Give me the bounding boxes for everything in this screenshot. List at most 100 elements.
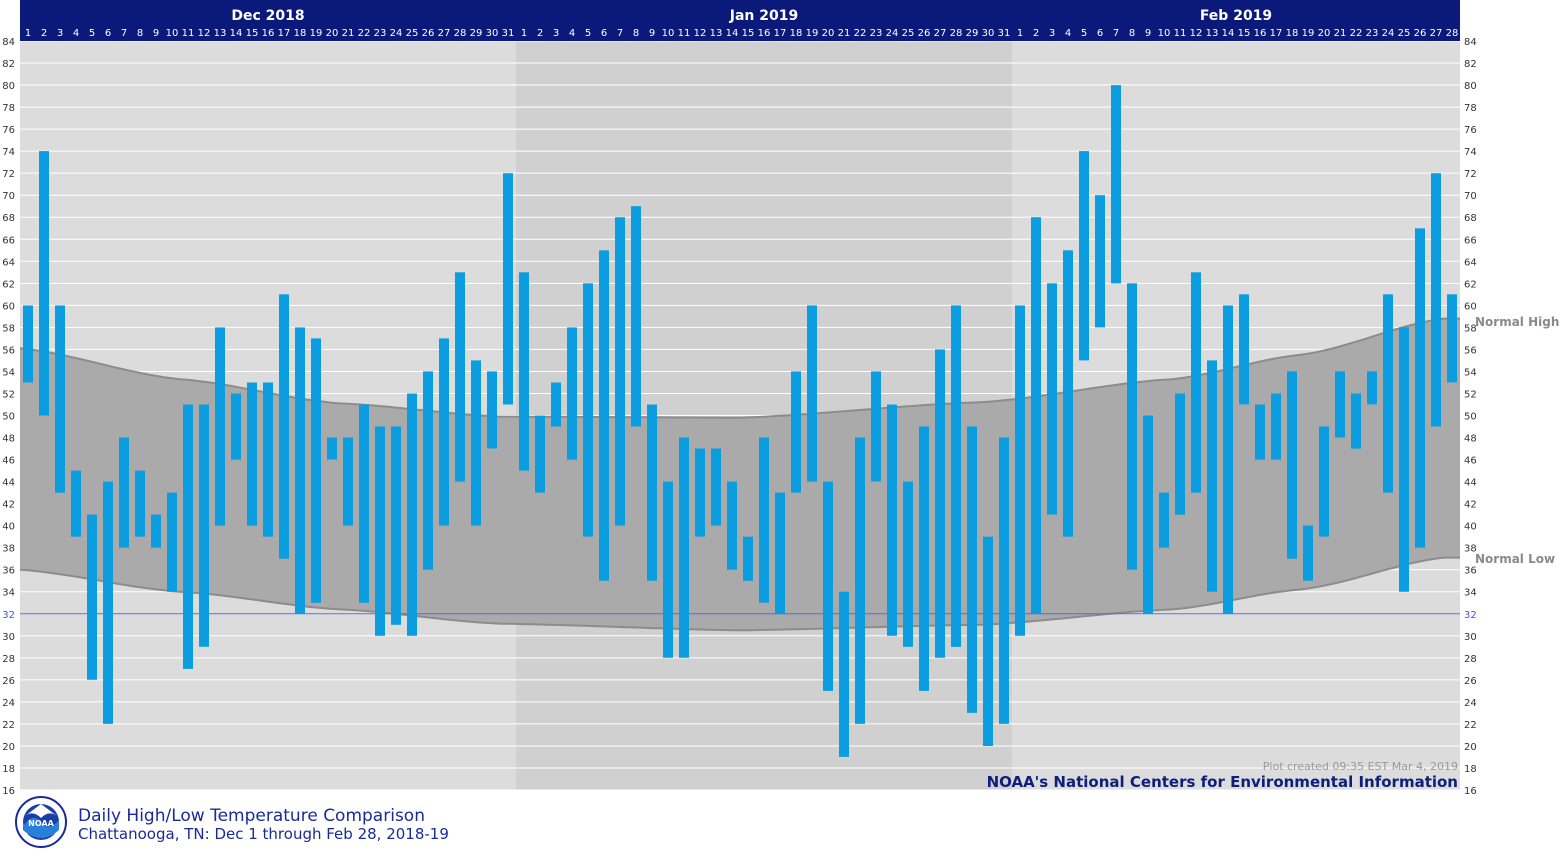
y-tick-label: 18 bbox=[1464, 764, 1477, 775]
temperature-bar bbox=[823, 481, 833, 691]
temperature-bar bbox=[1303, 525, 1313, 581]
day-label: 12 bbox=[1190, 28, 1203, 39]
y-tick-label: 82 bbox=[2, 59, 15, 70]
normal-high-label: Normal High bbox=[1475, 315, 1559, 329]
day-label: 22 bbox=[358, 28, 371, 39]
y-tick-label: 34 bbox=[1464, 588, 1477, 599]
temperature-bar bbox=[775, 492, 785, 614]
day-label: 17 bbox=[1270, 28, 1283, 39]
y-tick-label: 50 bbox=[1464, 412, 1477, 423]
y-tick-label: 32 bbox=[2, 610, 15, 621]
day-label: 19 bbox=[806, 28, 819, 39]
y-tick-label: 22 bbox=[1464, 720, 1477, 731]
day-label: 21 bbox=[342, 28, 355, 39]
temperature-bar bbox=[1031, 217, 1041, 614]
day-label: 9 bbox=[153, 28, 159, 39]
day-label: 24 bbox=[886, 28, 899, 39]
day-label: 9 bbox=[1145, 28, 1151, 39]
temperature-bar bbox=[55, 305, 65, 493]
day-label: 17 bbox=[278, 28, 291, 39]
y-tick-label: 66 bbox=[2, 235, 15, 246]
y-tick-label: 16 bbox=[1464, 786, 1477, 797]
temperature-bar bbox=[1047, 283, 1057, 515]
y-tick-label: 44 bbox=[1464, 478, 1477, 489]
day-label: 22 bbox=[854, 28, 867, 39]
normal-high-line bbox=[19, 317, 1460, 419]
day-label: 19 bbox=[310, 28, 323, 39]
y-tick-label: 24 bbox=[2, 698, 15, 709]
temperature-bar bbox=[679, 437, 689, 658]
y-tick-label: 34 bbox=[2, 588, 15, 599]
y-tick-label: 26 bbox=[1464, 676, 1477, 687]
day-label: 14 bbox=[726, 28, 739, 39]
day-label: 25 bbox=[902, 28, 915, 39]
y-tick-label: 78 bbox=[2, 103, 15, 114]
day-label: 2 bbox=[1033, 28, 1039, 39]
temperature-bar bbox=[39, 151, 49, 416]
day-label: 6 bbox=[601, 28, 607, 39]
chart-title: Daily High/Low Temperature Comparison bbox=[78, 806, 425, 826]
day-label: 19 bbox=[1302, 28, 1315, 39]
temperature-bar bbox=[167, 492, 177, 592]
y-tick-label: 40 bbox=[1464, 522, 1477, 533]
day-label: 15 bbox=[1238, 28, 1251, 39]
temperature-bar bbox=[711, 448, 721, 526]
y-axis-left: 16 18 20 22 24 26 28 30 32 34 36 38 40 42 44 46 48 50 52 54… bbox=[2, 37, 15, 797]
month-label: Jan 2019 bbox=[729, 8, 798, 24]
temperature-bar bbox=[887, 404, 897, 636]
y-tick-label: 72 bbox=[1464, 169, 1477, 180]
temperature-bar bbox=[999, 437, 1009, 724]
day-label: 16 bbox=[1254, 28, 1267, 39]
y-tick-label: 64 bbox=[2, 257, 15, 268]
y-tick-label: 84 bbox=[1464, 37, 1477, 48]
temperature-bar bbox=[551, 382, 561, 427]
temperature-bar bbox=[1063, 250, 1073, 537]
day-label: 12 bbox=[198, 28, 211, 39]
temperature-bar bbox=[215, 327, 225, 526]
day-label: 2 bbox=[537, 28, 543, 39]
day-label: 27 bbox=[934, 28, 947, 39]
day-label: 16 bbox=[262, 28, 275, 39]
temperature-bar bbox=[1351, 393, 1361, 449]
temperature-bar bbox=[183, 404, 193, 669]
day-label: 29 bbox=[966, 28, 979, 39]
day-label: 1 bbox=[25, 28, 31, 39]
day-label: 27 bbox=[438, 28, 451, 39]
y-tick-label: 46 bbox=[1464, 456, 1477, 467]
day-label: 20 bbox=[822, 28, 835, 39]
y-tick-label: 72 bbox=[2, 169, 15, 180]
y-tick-label: 38 bbox=[1464, 544, 1477, 555]
temperature-bar bbox=[1015, 305, 1025, 636]
temperature-bar bbox=[1271, 393, 1281, 460]
y-tick-label: 62 bbox=[2, 279, 15, 290]
y-tick-label: 60 bbox=[2, 301, 15, 312]
y-tick-label: 78 bbox=[1464, 103, 1477, 114]
day-label: 11 bbox=[1174, 28, 1187, 39]
y-tick-label: 40 bbox=[2, 522, 15, 533]
temperature-bar bbox=[599, 250, 609, 581]
temperature-bar bbox=[1191, 272, 1201, 493]
temperature-bar bbox=[919, 426, 929, 691]
temperature-bar bbox=[87, 514, 97, 680]
day-label: 7 bbox=[121, 28, 127, 39]
y-tick-label: 56 bbox=[1464, 345, 1477, 356]
y-tick-label: 16 bbox=[2, 786, 15, 797]
day-label: 18 bbox=[1286, 28, 1299, 39]
y-tick-label: 28 bbox=[1464, 654, 1477, 665]
y-tick-label: 30 bbox=[1464, 632, 1477, 643]
day-label: 20 bbox=[1318, 28, 1331, 39]
y-tick-label: 48 bbox=[2, 434, 15, 445]
y-tick-label: 70 bbox=[2, 191, 15, 202]
y-tick-label: 38 bbox=[2, 544, 15, 555]
day-label: 30 bbox=[982, 28, 995, 39]
temperature-bar bbox=[471, 360, 481, 526]
temperature-bar bbox=[375, 426, 385, 636]
day-label: 20 bbox=[326, 28, 339, 39]
day-label: 3 bbox=[57, 28, 63, 39]
y-tick-label: 22 bbox=[2, 720, 15, 731]
temperature-bar bbox=[1175, 393, 1185, 515]
day-label: 8 bbox=[1129, 28, 1135, 39]
temperature-bar bbox=[519, 272, 529, 471]
